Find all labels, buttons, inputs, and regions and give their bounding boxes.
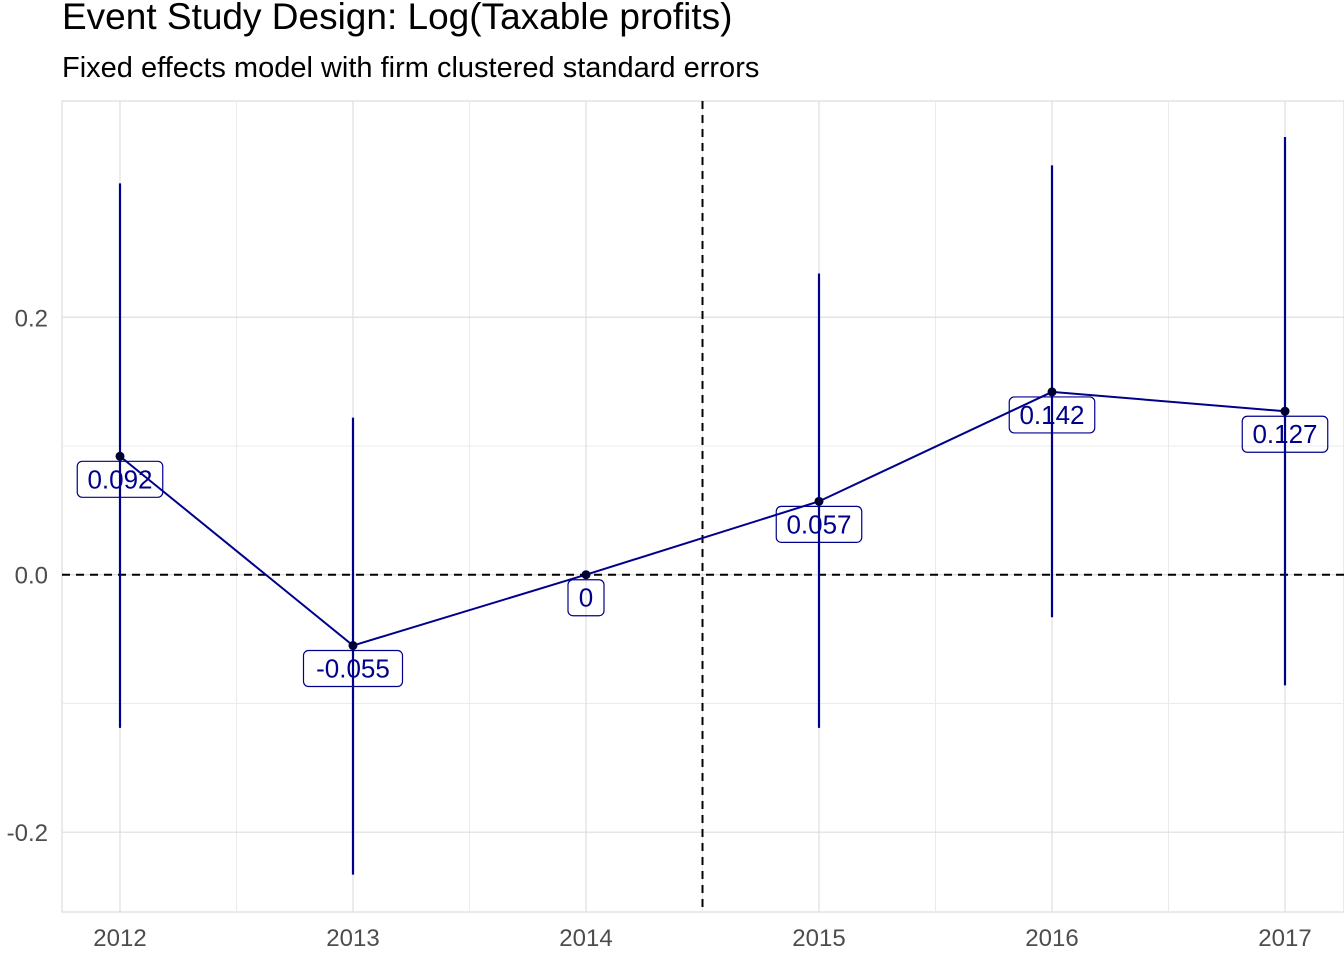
x-tick-label: 2015 <box>792 925 845 952</box>
y-tick-label: 0.2 <box>15 305 48 332</box>
data-label-box <box>302 649 404 688</box>
y-tick-label: 0.0 <box>15 563 48 590</box>
data-label: 0.092 <box>87 464 152 494</box>
x-tick-label: 2014 <box>559 925 612 952</box>
data-label-box <box>1008 396 1096 434</box>
data-point <box>1047 387 1057 397</box>
data-label: 0.142 <box>1019 400 1084 430</box>
data-label-box <box>1241 415 1329 453</box>
series-line <box>119 390 1286 647</box>
data-label-box <box>76 460 164 498</box>
chart-subtitle: Fixed effects model with firm clustered … <box>62 52 760 84</box>
x-tick-label: 2016 <box>1025 925 1078 952</box>
x-tick-label: 2017 <box>1258 925 1311 952</box>
x-tick-label: 2013 <box>326 925 379 952</box>
data-label-box <box>775 505 863 543</box>
data-point <box>581 570 591 580</box>
data-label: 0.057 <box>786 509 851 539</box>
data-label-box <box>567 579 605 617</box>
y-tick-label: -0.2 <box>7 820 48 847</box>
data-point <box>348 641 358 651</box>
data-label: -0.055 <box>316 654 390 684</box>
x-tick-label: 2012 <box>93 925 146 952</box>
data-point <box>814 496 824 506</box>
data-point <box>1280 406 1290 416</box>
data-label: 0.127 <box>1252 419 1317 449</box>
data-label: 0 <box>579 583 593 613</box>
data-point <box>115 451 125 461</box>
chart-title: Event Study Design: Log(Taxable profits) <box>62 0 733 37</box>
